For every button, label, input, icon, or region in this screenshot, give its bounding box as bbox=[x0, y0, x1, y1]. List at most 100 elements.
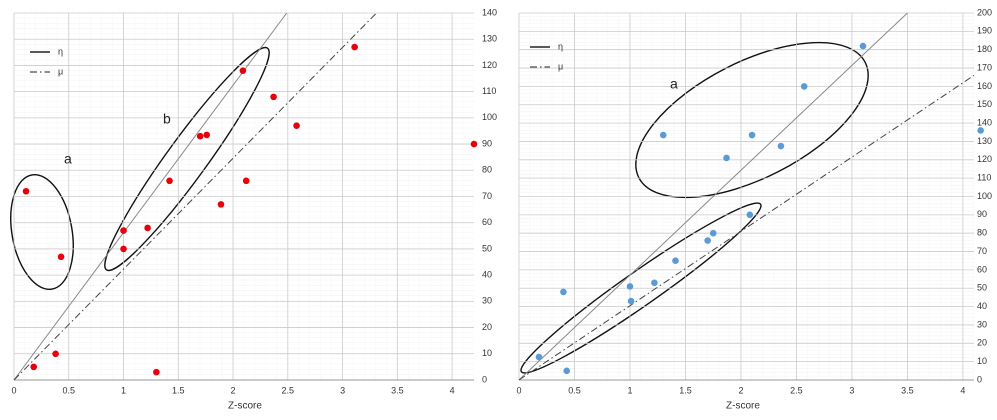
point bbox=[242, 177, 250, 185]
y-tick-label: 110 bbox=[482, 86, 496, 96]
x-tick-label: 3.5 bbox=[391, 385, 404, 395]
x-tick-label: 1.5 bbox=[172, 385, 185, 395]
reference-line bbox=[13, 12, 377, 381]
y-tick-label: 140 bbox=[482, 7, 497, 17]
y-tick-label: 40 bbox=[482, 270, 492, 280]
y-tick-label: 100 bbox=[482, 112, 497, 122]
y-tick-label: 0 bbox=[977, 374, 982, 384]
y-tick-label: 130 bbox=[482, 34, 497, 44]
y-tick-label: 160 bbox=[977, 81, 992, 91]
point bbox=[30, 363, 38, 371]
point bbox=[560, 288, 567, 296]
y-tick-label: 20 bbox=[482, 322, 492, 332]
x-tick-label: 2 bbox=[738, 385, 743, 395]
x-tick-label: 0.5 bbox=[63, 385, 76, 395]
x-tick-label: 3 bbox=[340, 385, 345, 395]
y-tick-label: 0 bbox=[482, 374, 487, 384]
point bbox=[777, 142, 785, 150]
point bbox=[672, 257, 679, 265]
y-tick-label: 170 bbox=[977, 62, 992, 72]
point bbox=[203, 131, 211, 139]
y-tick-label: 70 bbox=[482, 191, 492, 201]
point bbox=[709, 229, 717, 237]
point bbox=[120, 245, 127, 253]
legend-label: μ bbox=[58, 66, 63, 76]
point bbox=[563, 367, 571, 375]
x-tick-label: 0 bbox=[516, 385, 521, 395]
point bbox=[659, 131, 667, 139]
y-tick-label: 120 bbox=[977, 154, 992, 164]
y-tick-label: 90 bbox=[482, 138, 492, 148]
point bbox=[120, 227, 127, 234]
y-tick-label: 40 bbox=[977, 301, 987, 311]
point bbox=[800, 83, 808, 90]
x-tick-label: 0.5 bbox=[568, 385, 581, 395]
y-tick-label: 20 bbox=[977, 338, 987, 348]
point bbox=[723, 154, 730, 162]
y-tick-label: 70 bbox=[977, 246, 987, 256]
point bbox=[748, 131, 756, 139]
point bbox=[627, 297, 635, 305]
y-tick-label: 180 bbox=[977, 44, 992, 54]
annotation: a bbox=[64, 151, 72, 167]
annotation: a bbox=[670, 76, 678, 92]
y-tick-label: 200 bbox=[977, 7, 992, 17]
y-tick-label: 80 bbox=[977, 228, 987, 238]
point bbox=[535, 353, 543, 361]
point bbox=[52, 350, 59, 358]
point bbox=[293, 122, 300, 130]
y-tick-label: 80 bbox=[482, 165, 492, 175]
x-axis-title: Z-score bbox=[228, 401, 262, 412]
y-tick-label: 140 bbox=[977, 117, 992, 127]
y-tick-label: 50 bbox=[482, 243, 492, 253]
y-tick-label: 150 bbox=[977, 99, 992, 109]
point bbox=[270, 93, 277, 101]
point bbox=[977, 127, 984, 134]
y-tick-label: 130 bbox=[977, 136, 992, 146]
point bbox=[166, 177, 173, 185]
legend-label: μ bbox=[558, 61, 563, 71]
point bbox=[651, 279, 658, 287]
point bbox=[217, 201, 225, 208]
y-tick-label: 120 bbox=[482, 60, 497, 70]
point bbox=[196, 132, 204, 140]
x-tick-label: 4 bbox=[960, 385, 965, 395]
y-tick-label: 90 bbox=[977, 209, 987, 219]
point bbox=[704, 237, 711, 244]
y-tick-label: 190 bbox=[977, 26, 992, 36]
y-tick-label: 30 bbox=[977, 319, 987, 329]
x-tick-label: 1 bbox=[121, 385, 126, 395]
x-tick-label: 2.5 bbox=[282, 385, 295, 395]
point bbox=[239, 67, 247, 74]
point bbox=[351, 43, 358, 51]
point bbox=[144, 224, 151, 232]
y-tick-label: 110 bbox=[977, 173, 991, 183]
point bbox=[626, 283, 634, 290]
x-tick-label: 3 bbox=[849, 385, 854, 395]
point bbox=[57, 253, 65, 261]
y-tick-label: 60 bbox=[977, 264, 987, 274]
reference-line bbox=[518, 12, 908, 381]
annotation: b bbox=[163, 111, 171, 127]
x-tick-label: 1 bbox=[627, 385, 632, 395]
x-tick-label: 2 bbox=[231, 385, 236, 395]
y-tick-label: 30 bbox=[482, 296, 492, 306]
x-axis-title: Z-score bbox=[726, 401, 760, 412]
legend-label: η bbox=[58, 46, 63, 56]
point bbox=[153, 368, 160, 376]
point bbox=[22, 187, 30, 195]
x-tick-label: 4 bbox=[450, 385, 455, 395]
y-tick-label: 60 bbox=[482, 217, 492, 227]
ellipse bbox=[104, 46, 270, 272]
ellipse bbox=[10, 173, 74, 291]
y-tick-label: 50 bbox=[977, 283, 987, 293]
x-tick-label: 2.5 bbox=[790, 385, 803, 395]
reference-line bbox=[518, 74, 975, 381]
x-tick-label: 0 bbox=[11, 385, 16, 395]
y-tick-label: 100 bbox=[977, 191, 992, 201]
point bbox=[859, 42, 867, 50]
reference-line bbox=[13, 12, 288, 381]
y-tick-label: 10 bbox=[977, 356, 987, 366]
x-tick-label: 3.5 bbox=[901, 385, 914, 395]
